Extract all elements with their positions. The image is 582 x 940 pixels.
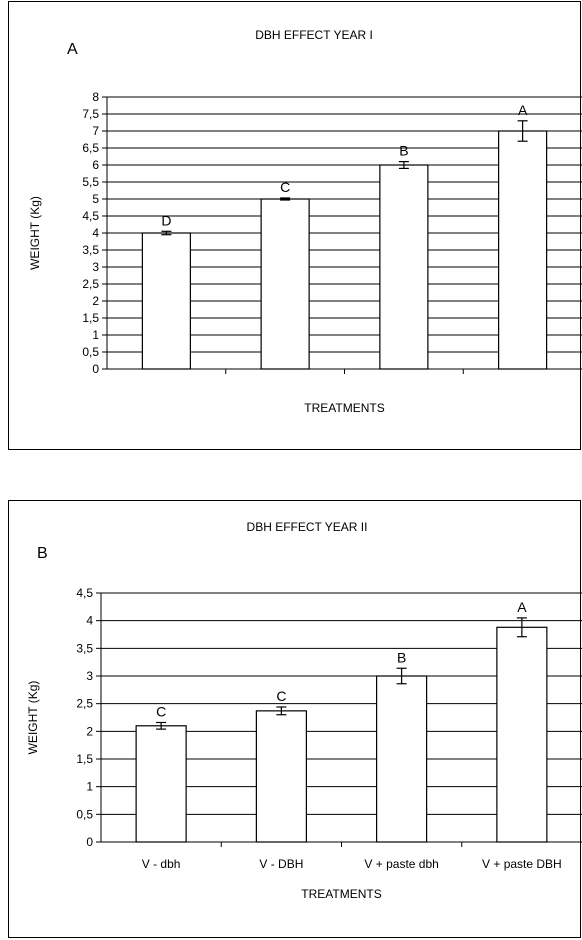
chart-b-y-tick-label: 1,5 — [76, 752, 93, 766]
chart-a-y-tick-label: 0 — [92, 362, 99, 376]
chart-b-panel-label: B — [37, 545, 48, 562]
chart-a-significance-letter: D — [161, 212, 171, 228]
chart-a-bar — [141, 232, 191, 370]
chart-a-title: DBH EFFECT YEAR I — [255, 28, 373, 42]
chart-b-y-tick-label: 3 — [86, 669, 93, 683]
chart-b-category-label: V + paste DBH — [482, 857, 562, 871]
chart-a-y-tick-label: 3,5 — [82, 243, 99, 257]
chart-a-bar — [498, 130, 548, 370]
chart-b-svg: DBH EFFECT YEAR II B 0 0,5 1 1,5 2 2,5 3 3,5 4 4,5 C… — [26, 520, 582, 901]
chart-a-y-tick-label: 1 — [92, 328, 99, 342]
chart-b-y-tick-label: 2,5 — [76, 697, 93, 711]
chart-b-y-tick-label: 2 — [86, 724, 93, 738]
chart-a-significance-letter: A — [518, 102, 528, 118]
chart-a-y-tick-label: 6 — [92, 158, 99, 172]
chart-a-y-tick-label: 5,5 — [82, 175, 99, 189]
chart-panel-a: DBH EFFECT YEAR I A 0 0,5 1 1,5 2 2,5 3 3,5 4 4,5 5 5… — [8, 1, 582, 450]
chart-b-bar — [376, 675, 428, 843]
chart-a-y-tick-label: 2 — [92, 294, 99, 308]
chart-b-category-label: V + paste dbh — [364, 857, 438, 871]
chart-a-y-tick-label: 0,5 — [82, 345, 99, 359]
chart-b-category-label: V - dbh — [142, 857, 181, 871]
chart-b-significance-letter: B — [397, 649, 406, 665]
chart-b-y-tick-label: 4 — [86, 614, 93, 628]
chart-a-significance-letter: B — [399, 143, 408, 159]
chart-a-y-tick-label: 4,5 — [82, 209, 99, 223]
chart-a-y-axis-label: WEIGHT (Kg) — [28, 196, 42, 270]
chart-panel-b: DBH EFFECT YEAR II B 0 0,5 1 1,5 2 2,5 3 3,5 4 4,5 C… — [8, 500, 582, 938]
chart-a-significance-letter: C — [280, 179, 290, 195]
chart-a-svg: DBH EFFECT YEAR I A 0 0,5 1 1,5 2 2,5 3 3,5 4 4,5 5 5… — [28, 28, 582, 415]
chart-a-y-tick-label: 7 — [92, 124, 99, 138]
chart-a-y-tick-label: 8 — [92, 90, 99, 104]
chart-a-panel-label: A — [67, 41, 78, 58]
chart-a-bar — [260, 198, 310, 370]
chart-b-title: DBH EFFECT YEAR II — [247, 520, 368, 534]
chart-a-y-tick-label: 7,5 — [82, 107, 99, 121]
chart-a-y-tick-label: 3 — [92, 260, 99, 274]
chart-b-x-axis-label: TREATMENTS — [301, 887, 381, 901]
chart-b-bar — [255, 710, 307, 843]
chart-a-y-tick-label: 4 — [92, 226, 99, 240]
chart-b-significance-letter: A — [517, 599, 527, 615]
chart-b-y-tick-label: 0 — [86, 835, 93, 849]
chart-b-bar — [135, 725, 187, 843]
chart-a-y-tick-label: 6,5 — [82, 141, 99, 155]
chart-b-category-label: V - DBH — [259, 857, 303, 871]
chart-b-bar — [496, 626, 548, 843]
chart-a-x-axis-label: TREATMENTS — [304, 401, 384, 415]
chart-a-bar — [379, 164, 429, 370]
chart-b-y-tick-label: 1 — [86, 780, 93, 794]
chart-a-y-tick-label: 1,5 — [82, 311, 99, 325]
chart-b-y-tick-label: 4,5 — [76, 586, 93, 600]
chart-b-y-tick-label: 3,5 — [76, 641, 93, 655]
chart-a-y-tick-label: 2,5 — [82, 277, 99, 291]
chart-a-y-tick-label: 5 — [92, 192, 99, 206]
chart-b-y-axis-label: WEIGHT (Kg) — [26, 681, 40, 755]
chart-b-significance-letter: C — [276, 688, 286, 704]
chart-b-significance-letter: C — [156, 703, 166, 719]
chart-b-y-tick-label: 0,5 — [76, 807, 93, 821]
